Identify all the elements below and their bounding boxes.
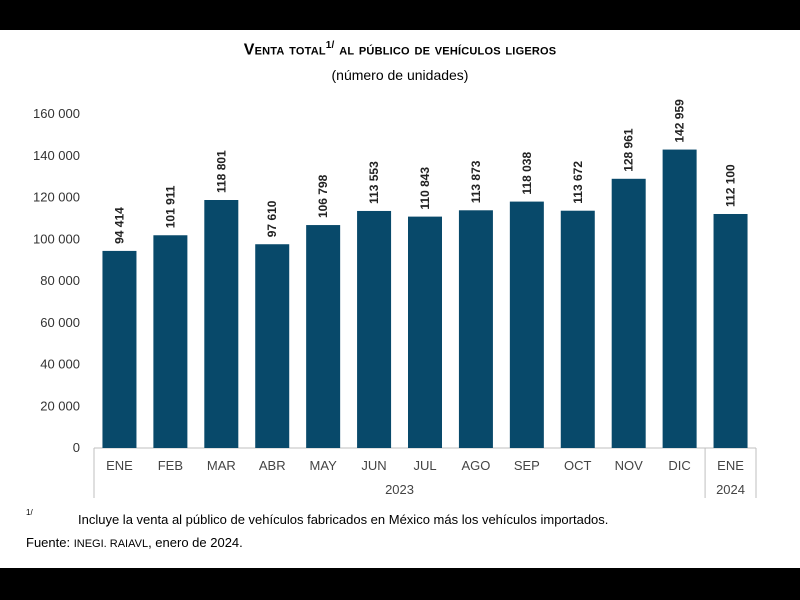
- data-label: 142 959: [673, 99, 687, 143]
- y-tick-label: 120 000: [33, 190, 80, 205]
- bar: [662, 149, 697, 448]
- source-org: INEGI. RAIAVL: [73, 538, 149, 550]
- footnote: 1/ Incluye la venta al público de vehícu…: [26, 508, 608, 527]
- data-label: 113 873: [469, 160, 483, 203]
- source-rest: , enero de 2024.: [148, 535, 243, 550]
- source-label: Fuente:: [26, 535, 74, 550]
- bar: [458, 210, 493, 448]
- y-tick-label: 40 000: [40, 357, 80, 372]
- x-tick-label: DIC: [668, 458, 690, 473]
- x-tick-label: MAR: [207, 458, 236, 473]
- x-tick-label: JUN: [361, 458, 386, 473]
- data-label: 106 798: [316, 174, 330, 218]
- title-part1: Venta total: [243, 41, 326, 59]
- x-tick-label: ENE: [717, 458, 744, 473]
- x-tick-label: ABR: [259, 458, 286, 473]
- footnote-text: Incluye la venta al público de vehículos…: [78, 512, 609, 527]
- data-label: 113 672: [571, 161, 585, 204]
- x-tick-label: FEB: [158, 458, 183, 473]
- bar: [204, 200, 239, 448]
- data-label: 94 414: [112, 207, 126, 244]
- bar: [102, 250, 137, 448]
- bar: [611, 178, 646, 448]
- bar: [560, 210, 595, 448]
- data-label: 128 961: [622, 128, 636, 172]
- chart-title: Venta total1/ al público de vehículos li…: [0, 40, 800, 59]
- y-tick-label: 80 000: [40, 273, 80, 288]
- bar: [408, 216, 442, 448]
- year-label: 2024: [716, 482, 745, 497]
- chart-subtitle: (número de unidades): [331, 67, 469, 83]
- title-superscript: 1/: [325, 40, 335, 51]
- bar: [153, 235, 188, 448]
- bar-chart: 0 20 000 40 000 60 000 80 000 100 000 120 000 1…: [33, 99, 757, 498]
- chart-page: Venta total1/ al público de vehículos li…: [0, 30, 800, 568]
- data-label: 101 911: [163, 185, 177, 228]
- bar: [255, 244, 290, 448]
- data-label: 110 843: [418, 167, 432, 210]
- x-tick-label: MAY: [310, 458, 338, 473]
- y-tick-label: 100 000: [33, 231, 80, 246]
- x-tick-label: NOV: [615, 458, 644, 473]
- x-tick-label: JUL: [413, 458, 436, 473]
- bar: [306, 225, 341, 448]
- x-tick-label: SEP: [514, 458, 540, 473]
- bar: [713, 213, 748, 448]
- x-tick-label: OCT: [564, 458, 592, 473]
- source-line: Fuente: INEGI. RAIAVL, enero de 2024.: [26, 535, 243, 550]
- data-label: 113 553: [367, 161, 381, 204]
- data-label: 118 038: [520, 152, 534, 195]
- bar: [357, 210, 392, 448]
- y-tick-label: 160 000: [33, 106, 80, 121]
- bar: [509, 201, 544, 448]
- footnote-mark: 1/: [26, 508, 33, 517]
- y-tick-label: 0: [73, 440, 80, 455]
- y-tick-label: 140 000: [33, 148, 80, 163]
- y-tick-label: 60 000: [40, 315, 80, 330]
- data-label: 97 610: [265, 200, 279, 237]
- year-label: 2023: [385, 482, 414, 497]
- y-tick-label: 20 000: [40, 398, 80, 413]
- data-label: 112 100: [724, 164, 738, 207]
- title-part2: al público de vehículos ligeros: [334, 41, 557, 59]
- data-label: 118 801: [214, 150, 228, 193]
- x-tick-label: ENE: [106, 458, 133, 473]
- x-tick-label: AGO: [461, 458, 490, 473]
